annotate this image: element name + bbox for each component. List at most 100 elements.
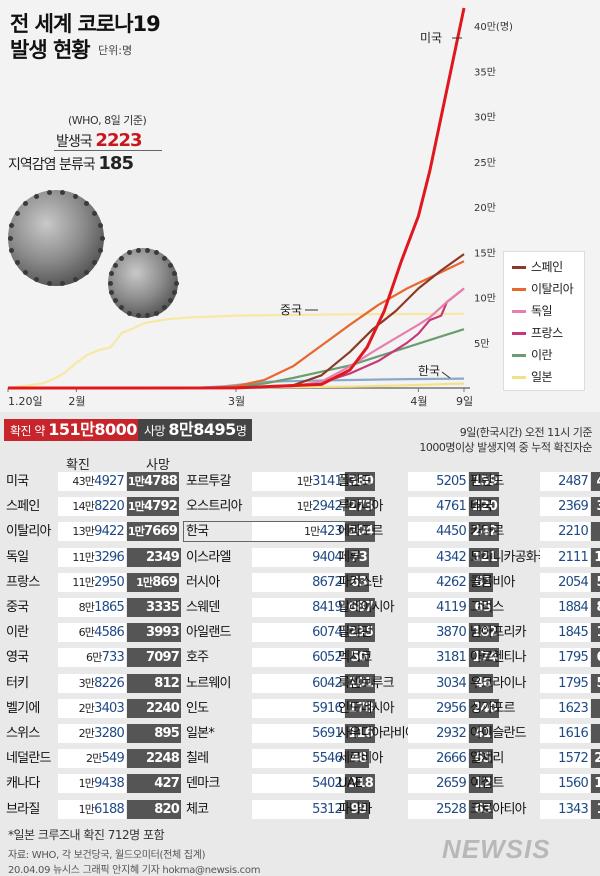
deaths-value: 820 bbox=[154, 801, 180, 817]
confirmed-cell: 6만733 bbox=[58, 648, 126, 668]
confirmed-value: 2956 bbox=[436, 700, 467, 716]
country-name: 포르투갈 bbox=[186, 474, 231, 489]
country-name: 터키 bbox=[6, 675, 29, 691]
deaths-cell: 73 bbox=[345, 547, 369, 567]
confirmed-cell: 6042 bbox=[252, 673, 344, 693]
legend-item-france: 프랑스 bbox=[512, 324, 563, 341]
confirmed-cell: 1795 bbox=[540, 648, 590, 668]
country-name: 오스트리아 bbox=[186, 499, 243, 515]
virus-spike bbox=[72, 277, 78, 283]
deaths-man: 1만 bbox=[127, 500, 145, 514]
confirmed-cell: 2111 bbox=[540, 547, 590, 567]
confirmed-cell: 4262 bbox=[408, 572, 468, 592]
deaths-value: 3335 bbox=[146, 600, 180, 615]
y-tick-label: 25만 bbox=[474, 157, 496, 169]
deaths-value: 65 bbox=[474, 751, 492, 767]
confirmed-value: 8226 bbox=[94, 675, 125, 691]
confirmed-value: 9438 bbox=[94, 776, 125, 792]
deaths-value: 121 bbox=[472, 549, 498, 565]
confirmed-value: 1572 bbox=[558, 751, 589, 767]
deaths-cell: 63 bbox=[469, 799, 493, 819]
confirmed-man: 1만 bbox=[78, 802, 95, 816]
deaths-cell: 108 bbox=[591, 547, 600, 567]
legend-item-italy: 이탈리아 bbox=[512, 280, 574, 297]
table-row: 오스트리아 1만2942 273 bbox=[0, 497, 600, 517]
table-row: 룩셈브루크 3034 46 bbox=[0, 673, 600, 693]
table-row: 사우디아라비아 2932 41 bbox=[0, 724, 600, 743]
deaths-cell: 242 bbox=[469, 522, 499, 542]
table-row: 이탈리아 13만9422 1만7669 bbox=[0, 522, 600, 542]
confirmed-cell: 43만4927 bbox=[58, 472, 126, 491]
confirmed-cell: 6052 bbox=[252, 648, 344, 668]
deaths-cell: 55 bbox=[591, 572, 600, 592]
confirmed-cell: 14만8220 bbox=[58, 497, 126, 517]
y-tick-label: 35만 bbox=[474, 66, 496, 78]
deaths-value: 242 bbox=[472, 524, 498, 540]
virus-spike bbox=[145, 247, 151, 253]
virus-spike bbox=[14, 260, 20, 266]
deaths-cell: 48 bbox=[345, 749, 369, 769]
confirmed-cell: 1만9438 bbox=[58, 774, 126, 794]
confirmed-cell: 2만3403 bbox=[58, 698, 126, 718]
deaths-value: 178 bbox=[348, 700, 374, 716]
confirmed-value: 2369 bbox=[558, 499, 589, 515]
who-note: (WHO, 8일 기준) bbox=[68, 114, 147, 127]
country-name: 크로아티아 bbox=[470, 801, 527, 817]
country-name: 세르비아 bbox=[338, 751, 383, 767]
deaths-cell: 1만4792 bbox=[127, 497, 179, 517]
deaths-cell: 65 bbox=[469, 598, 493, 617]
y-tick-label: 15만 bbox=[474, 247, 496, 259]
country-name: 말레이시아 bbox=[338, 600, 395, 615]
confirmed-value: 1845 bbox=[558, 625, 589, 641]
confirmed-cell: 2528 bbox=[408, 799, 468, 819]
deaths-value: 182 bbox=[472, 625, 498, 641]
virus-spike bbox=[99, 235, 105, 241]
legend-item-japan: 일본 bbox=[512, 368, 553, 385]
country-name: 호주 bbox=[186, 650, 209, 666]
table-row: 태국 2369 30 bbox=[0, 497, 600, 517]
confirmed-value: 6188 bbox=[94, 801, 125, 817]
virus-spike bbox=[172, 271, 178, 277]
table-row: 아이슬란드 16166 bbox=[0, 724, 600, 743]
virus-spike bbox=[168, 298, 174, 304]
confirmed-value: 2528 bbox=[436, 801, 467, 817]
virus-spike bbox=[126, 310, 132, 316]
deaths-cell: 40 bbox=[591, 472, 600, 491]
confirmed-man: 6만 bbox=[86, 651, 102, 665]
confirmed-cell: 6만4586 bbox=[58, 623, 126, 643]
table-row: 남아프리카 1845 18 bbox=[0, 623, 600, 643]
deaths-cell: 218 bbox=[345, 774, 375, 794]
confirmed-cell: 8672 bbox=[252, 572, 344, 592]
footnote: *일본 크루즈내 확진 712명 포함 bbox=[8, 828, 165, 842]
country-name: 네덜란드 bbox=[6, 751, 51, 767]
x-tick-label: 1.20일 bbox=[8, 394, 43, 408]
deaths-cell: 1만869 bbox=[127, 572, 179, 592]
confirmed-cell: 2만549 bbox=[58, 749, 126, 769]
confirmed-value: 4927 bbox=[94, 474, 125, 489]
deaths-cell: 12 bbox=[469, 774, 493, 794]
confirmed-cell: 4761 bbox=[408, 497, 468, 517]
deaths-value: 103 bbox=[594, 776, 600, 792]
deaths-total-unit: 명 bbox=[235, 424, 247, 438]
confirmed-cell: 5402 bbox=[252, 774, 344, 794]
legend-label: 스페인 bbox=[531, 260, 563, 274]
virus-spike bbox=[118, 255, 124, 261]
confirmed-man: 8만 bbox=[78, 601, 95, 614]
confirmed-total-value: 151만8000 bbox=[48, 420, 137, 439]
deaths-value: 61 bbox=[474, 574, 492, 590]
deaths-value: 63 bbox=[350, 574, 368, 590]
confirmed-man: 14만 bbox=[72, 500, 95, 514]
confirmed-value: 5916 bbox=[312, 700, 343, 716]
deaths-man: 1만 bbox=[136, 575, 153, 589]
virus-spike bbox=[162, 305, 168, 311]
deaths-value: 380 bbox=[348, 474, 374, 489]
deaths-cell: 6 bbox=[591, 724, 600, 743]
virus-spike bbox=[60, 189, 66, 195]
virus-spike bbox=[46, 281, 52, 287]
country-name: 일본* bbox=[186, 726, 215, 741]
deaths-cell: 41 bbox=[469, 724, 493, 743]
table-row: 싱가포르 16236 bbox=[0, 698, 600, 718]
confirmed-value: 5402 bbox=[312, 776, 343, 792]
deaths-value: 63 bbox=[474, 801, 492, 817]
y-tick-label: 5만 bbox=[474, 338, 490, 350]
